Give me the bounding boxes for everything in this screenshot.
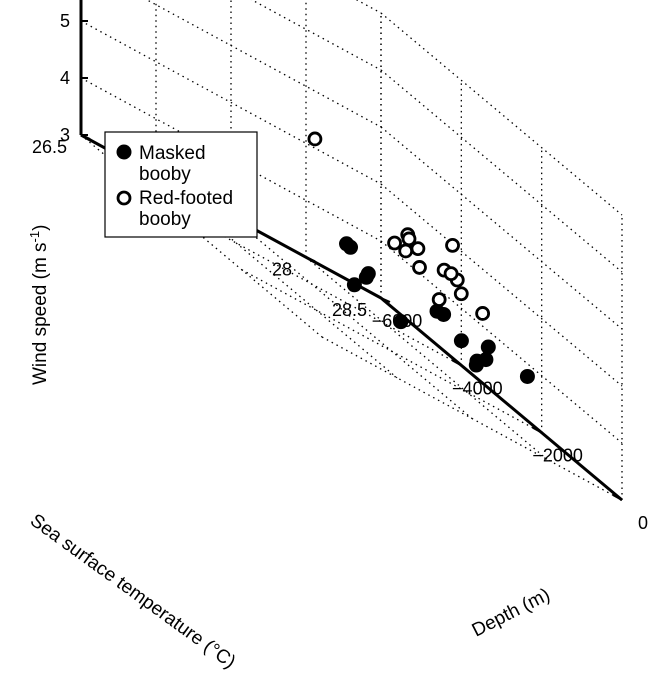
y-axis-title: Sea surface temperature (°C) (26, 510, 239, 673)
z-tick-label: 5 (60, 11, 70, 31)
x-tick-label: −2000 (532, 446, 583, 466)
masked-booby-point (478, 352, 494, 368)
masked-booby-point (480, 339, 496, 355)
x-tick (451, 359, 462, 367)
y-tick (305, 256, 316, 263)
legend: Masked booby Red-footed booby (104, 131, 258, 238)
x-tick (532, 426, 543, 434)
red-footed-booby-point (398, 243, 414, 259)
legend-marker-red-footed-booby (116, 190, 132, 206)
y-tick-label: 26.5 (32, 137, 67, 157)
grid-line-z-left-wall (145, 0, 382, 128)
red-footed-booby-point (453, 286, 469, 302)
red-footed-booby-point (412, 260, 427, 275)
legend-label-red-footed-booby-line2: booby (139, 209, 191, 230)
x-tick-label: −4000 (452, 378, 503, 398)
red-footed-booby-point (475, 306, 491, 321)
data-points (307, 131, 535, 384)
x-tick-label: 0 (638, 513, 648, 533)
red-footed-booby-point (307, 131, 323, 147)
x-axis-line (380, 296, 623, 502)
grid-line-z-back-wall (380, 12, 623, 216)
red-footed-booby-point (445, 237, 460, 253)
y-tick-label: 28.5 (332, 300, 367, 320)
x-tick (371, 292, 382, 299)
y-tick (80, 134, 91, 140)
x-tick (612, 494, 623, 501)
grid-line-z-left-wall (80, 20, 382, 185)
x-axis-title: Depth (m) (469, 584, 554, 641)
z-tick-label: 4 (60, 68, 70, 88)
y-tick (380, 297, 391, 303)
masked-booby-point (358, 269, 374, 285)
red-footed-booby-point (431, 292, 447, 307)
masked-booby-point (453, 333, 469, 349)
grid-line-z-back-wall (380, 126, 623, 330)
grid-line-x-floor (161, 201, 462, 366)
grid-line-x-floor (241, 269, 542, 434)
masked-booby-point (346, 277, 362, 293)
z-tick-label: 3 (60, 125, 70, 145)
legend-marker-masked-booby (116, 144, 132, 160)
grid-line-z-back-wall (380, 183, 623, 387)
legend-label-masked-booby-line2: booby (139, 164, 191, 185)
red-footed-booby-point (401, 231, 417, 247)
legend-label-red-footed-booby-line1: Red-footed (139, 188, 233, 209)
masked-booby-point (343, 239, 359, 255)
grid-line-x-floor (321, 336, 623, 501)
y-tick-label: 28 (272, 259, 292, 279)
red-footed-booby-point (387, 235, 402, 251)
grid-line-y-floor (305, 256, 548, 460)
legend-label-masked-booby-line1: Masked (139, 143, 206, 164)
masked-booby-point (436, 306, 452, 322)
masked-booby-point (519, 368, 535, 384)
masked-booby-point (393, 314, 409, 330)
z-axis-title: Wind speed (m s-1) (27, 225, 52, 385)
red-footed-booby-point (443, 266, 459, 281)
